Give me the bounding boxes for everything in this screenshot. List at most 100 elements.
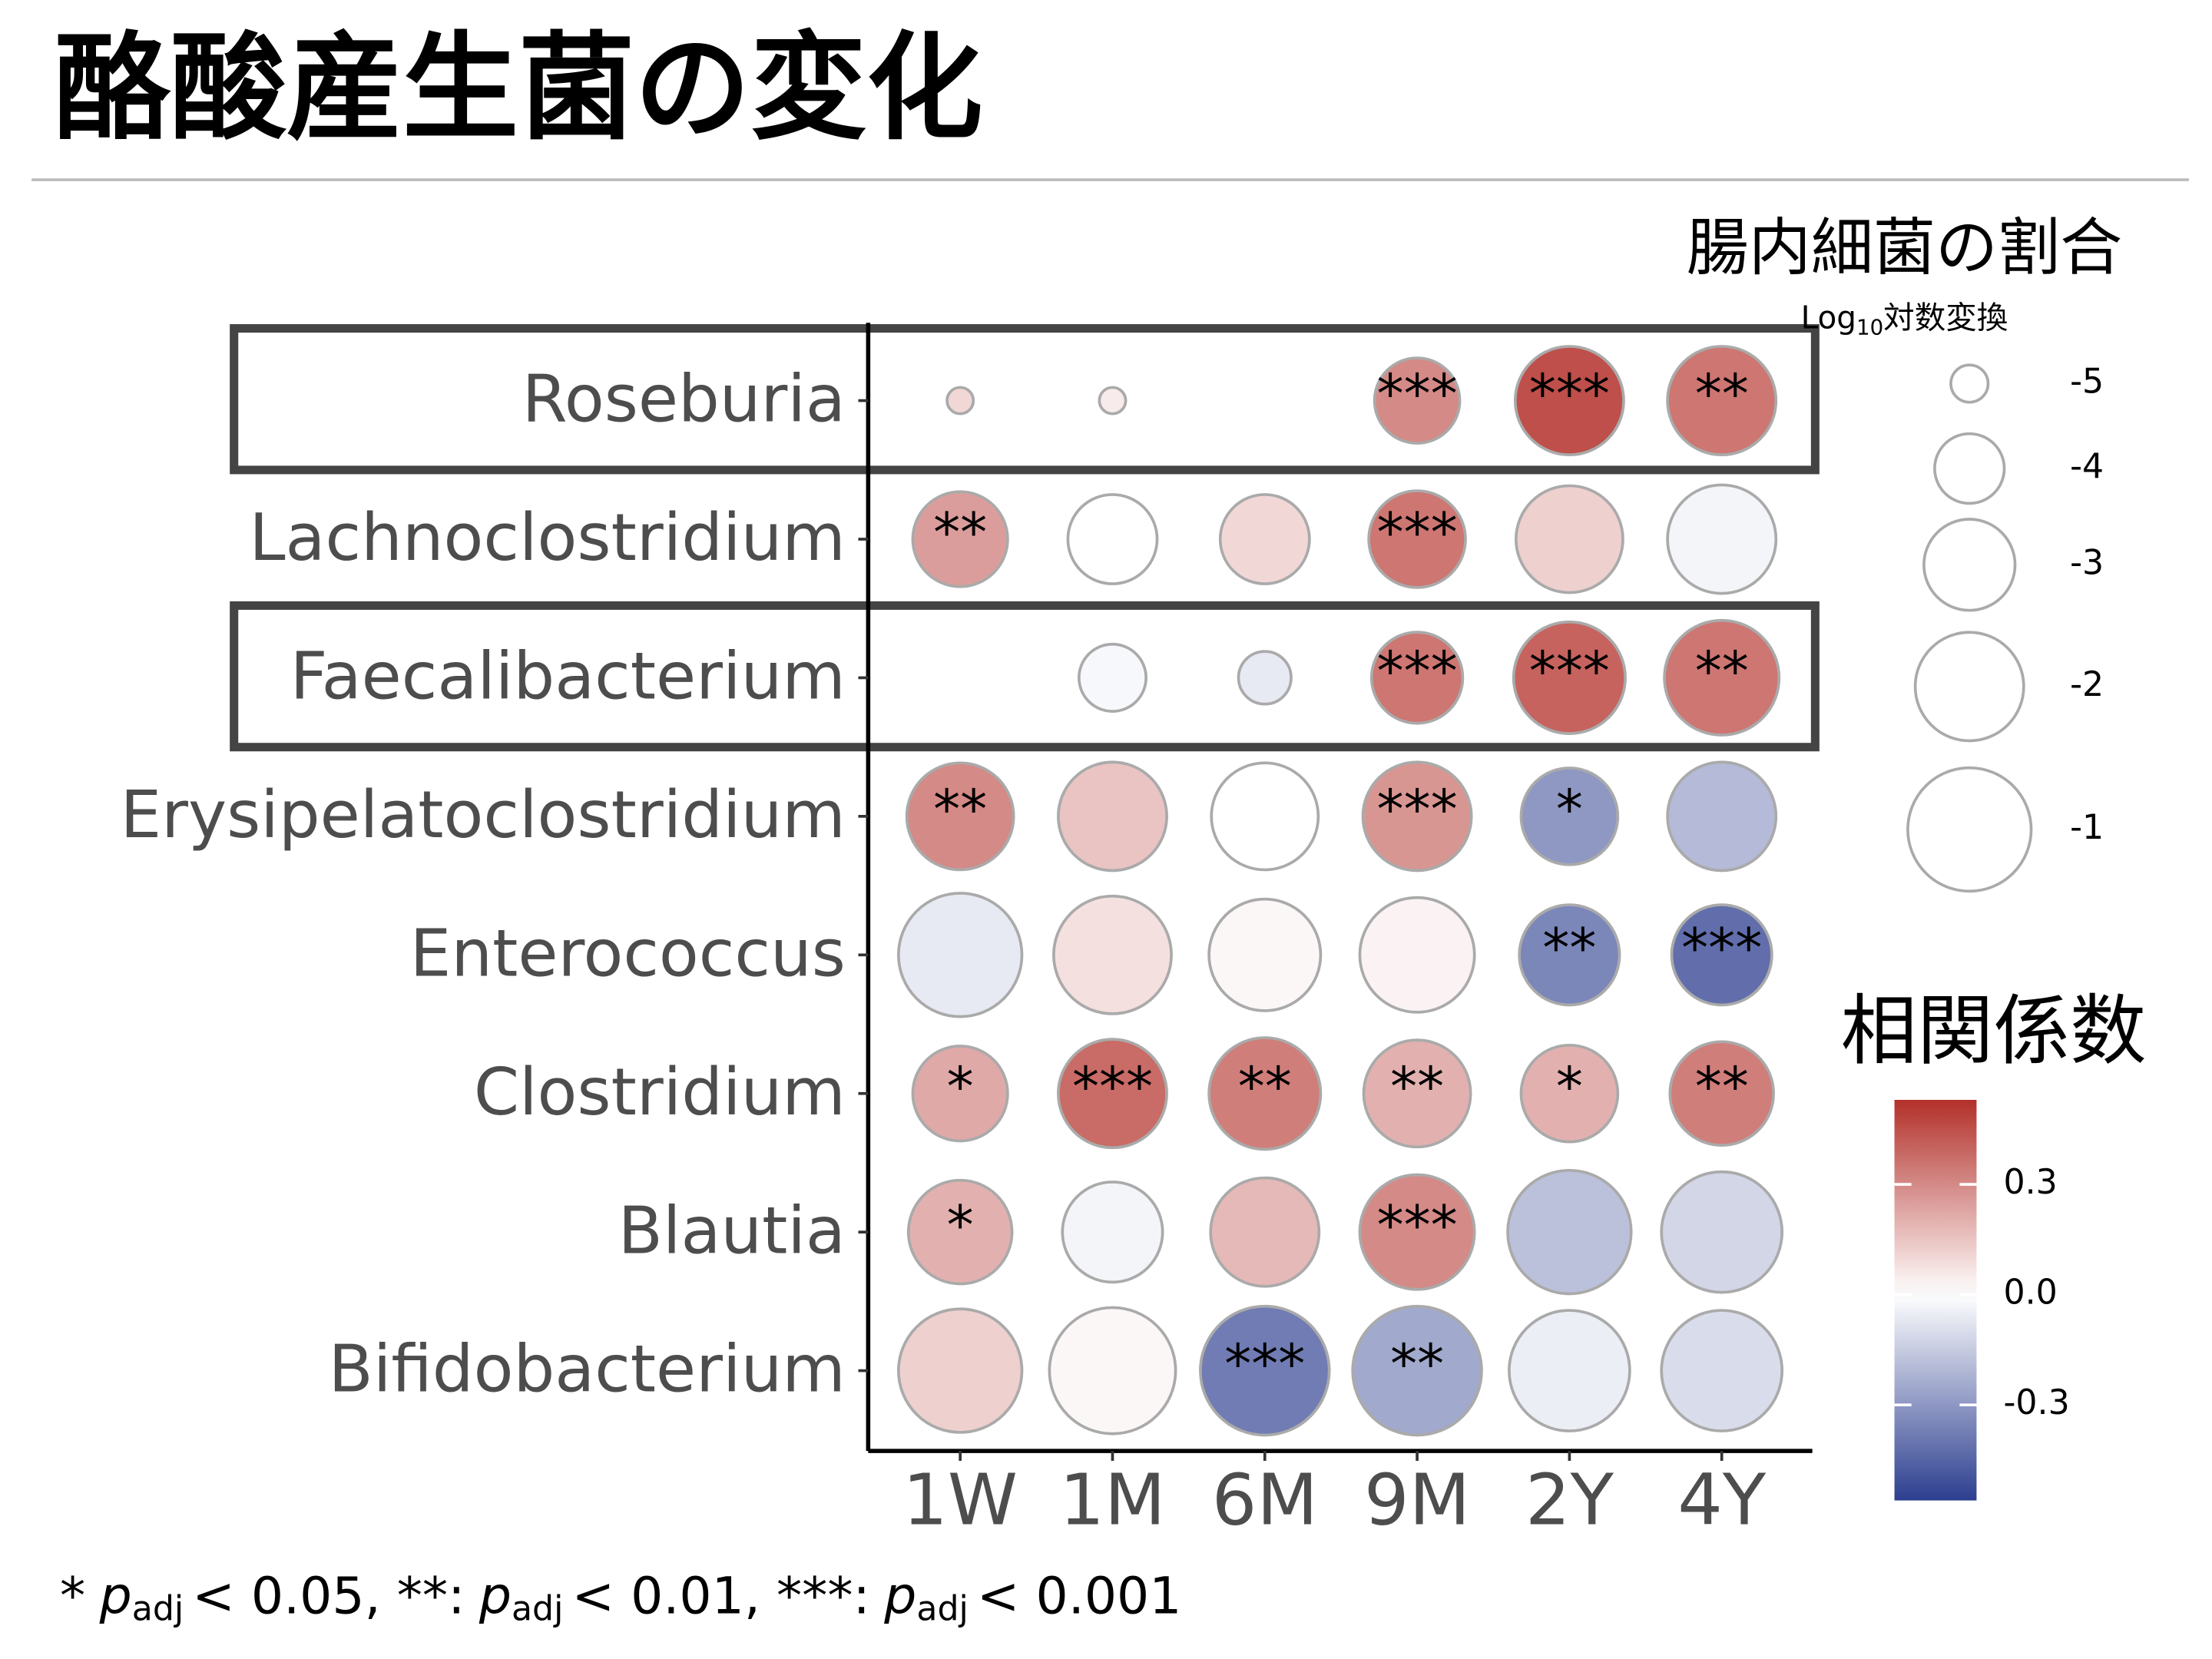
bubble — [1361, 760, 1473, 873]
bubble — [1077, 642, 1147, 713]
y-tick-label: Bifidobacterium — [329, 1331, 846, 1407]
bubble — [1061, 1181, 1164, 1284]
significance: *** — [1681, 917, 1762, 980]
bubble — [1519, 767, 1620, 866]
bubble — [1670, 903, 1773, 1007]
bubble — [1666, 760, 1778, 873]
size-key — [1933, 432, 2006, 505]
bubble — [1513, 345, 1625, 457]
bubble — [911, 490, 1009, 588]
bubble — [905, 761, 1015, 872]
bubble — [1508, 1309, 1631, 1432]
x-tick-label: 4Y — [1677, 1458, 1767, 1541]
p-symbol: p — [883, 1566, 916, 1626]
significance: ** — [933, 778, 987, 841]
p-symbol: p — [478, 1566, 512, 1626]
bubble — [945, 386, 975, 416]
significance: ** — [1542, 917, 1596, 980]
bubble — [1518, 903, 1621, 1007]
significance: *** — [1529, 640, 1610, 703]
significance: * — [947, 1055, 974, 1118]
bubble — [1668, 1040, 1775, 1147]
bubble — [1663, 618, 1781, 737]
highlight-box — [230, 601, 1820, 752]
x-tick-label: 9M — [1364, 1458, 1470, 1541]
y-tick-label: Roseburia — [522, 361, 846, 437]
p-subscript: adj — [512, 1589, 563, 1628]
significance: * — [947, 1194, 974, 1257]
significance: ** — [933, 501, 987, 564]
highlight-box — [230, 324, 1820, 475]
significance: ** — [1238, 1055, 1292, 1118]
bubble — [1369, 631, 1465, 725]
size-key — [1913, 631, 2025, 743]
y-tick-label: Lachnoclostridium — [249, 499, 846, 575]
size-key-label: -4 — [2070, 447, 2104, 486]
bubble — [1367, 489, 1467, 589]
bubble — [1362, 1038, 1472, 1149]
bubble — [896, 1307, 1024, 1434]
bubble — [1098, 386, 1128, 416]
y-tick-label: Faecalibacterium — [290, 638, 846, 714]
colorbar-tick-label: -0.3 — [2003, 1383, 2069, 1422]
significance: ** — [1695, 640, 1749, 703]
x-tick-label: 1W — [902, 1458, 1018, 1541]
bubble — [1373, 356, 1462, 445]
bubble — [1207, 897, 1323, 1012]
significance: *** — [1377, 501, 1458, 564]
colorbar-tick-label: 0.0 — [2003, 1273, 2057, 1313]
bubble — [911, 1045, 1009, 1143]
subtitle-part: 対数変換 — [1883, 300, 2008, 336]
size-legend-subtitle: Log10対数変換 — [1801, 300, 2008, 340]
bubble — [1218, 493, 1311, 585]
size-key — [1906, 766, 2033, 893]
size-key-label: -5 — [2070, 362, 2104, 401]
size-legend-title: 腸内細菌の割合 — [1687, 213, 2123, 285]
significance: ** — [1695, 363, 1749, 426]
significance: *** — [1224, 1333, 1305, 1396]
color-legend-title: 相関係数 — [1841, 987, 2147, 1075]
significance: * — [1556, 1055, 1583, 1118]
bubble — [1210, 761, 1320, 872]
subtitle-part: Log — [1801, 300, 1856, 336]
size-key — [1949, 363, 1990, 404]
bubble — [1358, 1173, 1476, 1291]
p-symbol: p — [99, 1566, 132, 1626]
significance: ** — [1390, 1333, 1444, 1396]
x-tick-label: 6M — [1212, 1458, 1318, 1541]
colorbar-tick-label: 0.3 — [2003, 1163, 2057, 1202]
size-key-label: -2 — [2070, 665, 2104, 704]
bubble — [1512, 620, 1627, 735]
chart-title: 酪酸産生菌の変化 — [55, 21, 983, 156]
subtitle-part: 10 — [1856, 315, 1883, 340]
size-key-label: -3 — [2070, 543, 2104, 582]
footnote-part: < 0.05, **: — [192, 1566, 465, 1626]
significance: *** — [1377, 363, 1458, 426]
footnote-part: < 0.01, ***: — [571, 1566, 869, 1626]
bubble — [1057, 1038, 1168, 1150]
significance: * — [1556, 778, 1583, 841]
bubble — [1660, 1309, 1784, 1432]
bubble — [1666, 345, 1778, 457]
footnote: * padj < 0.05, **: padj < 0.01, ***: padj < 0.… — [60, 1566, 1181, 1629]
y-tick-label: Enterococcus — [410, 915, 846, 991]
significance: *** — [1377, 1194, 1458, 1257]
bubble — [1514, 484, 1624, 594]
footnote-part: * — [60, 1566, 85, 1626]
colorbar — [1894, 1100, 1977, 1501]
bubble — [1358, 896, 1476, 1014]
bubble — [1237, 650, 1293, 706]
bubble — [1519, 1043, 1620, 1144]
significance: *** — [1377, 778, 1458, 841]
bubble — [1048, 1306, 1177, 1435]
bubble — [1666, 483, 1778, 595]
p-subscript: adj — [916, 1589, 968, 1628]
y-tick-label: Erysipelatoclostridium — [121, 777, 846, 853]
significance: ** — [1695, 1055, 1749, 1118]
y-tick-label: Clostridium — [474, 1054, 846, 1130]
bubble — [1351, 1304, 1483, 1437]
y-tick-label: Blautia — [618, 1192, 846, 1268]
bubble — [906, 1178, 1014, 1286]
bubble — [1207, 1036, 1323, 1151]
